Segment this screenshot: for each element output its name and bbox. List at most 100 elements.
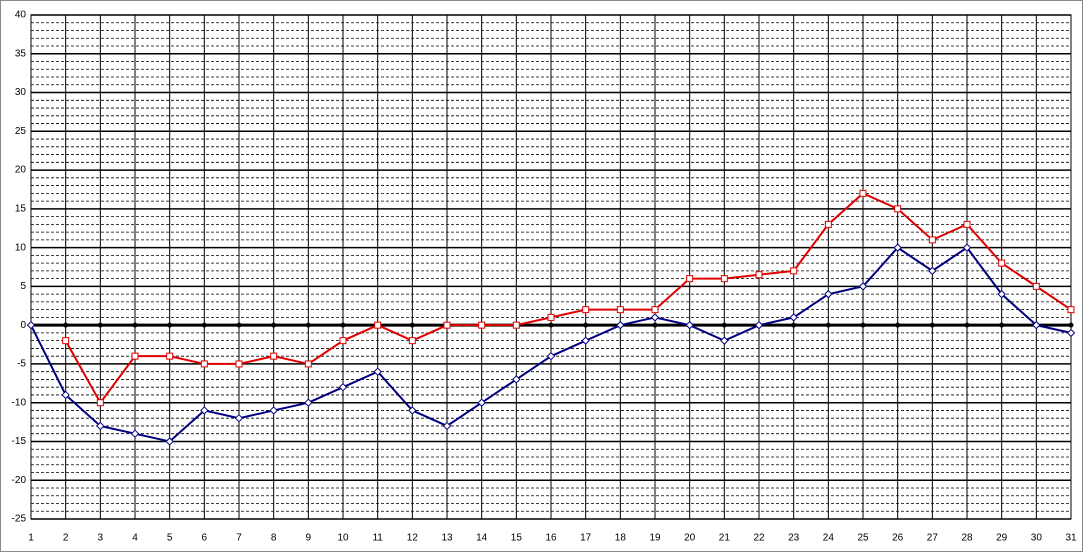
x-tick-label: 1 — [28, 533, 34, 544]
x-tick-label: 14 — [476, 533, 488, 544]
x-tick-label: 31 — [1065, 533, 1077, 544]
x-tick-label: 3 — [98, 533, 104, 544]
point — [581, 336, 590, 345]
point — [824, 289, 833, 299]
point — [686, 275, 694, 283]
point — [26, 320, 36, 330]
point — [1068, 322, 1074, 328]
point — [860, 322, 866, 328]
x-tick-label: 9 — [306, 533, 312, 544]
x-tick-label: 10 — [337, 533, 349, 544]
point — [929, 322, 935, 328]
point — [62, 337, 70, 345]
point — [825, 322, 831, 328]
x-tick-label: 17 — [580, 533, 592, 544]
point — [997, 289, 1006, 299]
y-tick-label: 35 — [15, 48, 27, 59]
x-tick-label: 19 — [649, 533, 661, 544]
point — [304, 398, 313, 407]
x-tick-label: 13 — [441, 533, 453, 544]
point — [478, 321, 486, 329]
point — [755, 271, 763, 279]
point — [650, 313, 660, 322]
y-tick-label: -10 — [12, 397, 27, 408]
point — [998, 259, 1006, 267]
point — [652, 322, 658, 328]
y-tick-label: -5 — [17, 359, 26, 370]
x-tick-label: 7 — [236, 533, 242, 544]
series-line — [64, 192, 1072, 405]
y-tick-label: 25 — [15, 126, 27, 137]
point — [97, 322, 103, 328]
point — [791, 322, 797, 328]
point — [408, 337, 416, 345]
y-tick-label: 40 — [15, 10, 27, 21]
point — [408, 406, 417, 415]
point — [512, 321, 520, 329]
point — [409, 322, 415, 328]
y-tick-label: -20 — [12, 475, 27, 486]
x-tick-label: 12 — [407, 533, 419, 544]
point — [547, 313, 555, 321]
x-tick-label: 8 — [271, 533, 277, 544]
point — [63, 322, 69, 328]
point — [477, 398, 486, 407]
point — [1067, 306, 1075, 314]
x-tick-label: 16 — [545, 533, 557, 544]
point — [96, 421, 105, 431]
x-tick-label: 25 — [857, 533, 869, 544]
point — [338, 382, 348, 392]
x-tick-label: 2 — [63, 533, 69, 544]
x-tick-label: 24 — [823, 533, 835, 544]
x-tick-label: 29 — [996, 533, 1008, 544]
point — [96, 399, 104, 407]
point — [442, 421, 452, 431]
x-tick-label: 5 — [167, 533, 173, 544]
point — [512, 375, 521, 384]
x-tick-label: 20 — [684, 533, 696, 544]
point — [166, 352, 174, 360]
y-tick-label: 0 — [20, 320, 26, 331]
point — [373, 367, 382, 376]
point — [304, 360, 312, 368]
point — [131, 352, 139, 360]
x-tick-label: 4 — [132, 533, 138, 544]
y-tick-label: 30 — [15, 87, 27, 98]
point — [167, 322, 173, 328]
point — [859, 189, 867, 197]
point — [548, 322, 554, 328]
y-tick-label: 10 — [15, 242, 27, 253]
point — [964, 322, 970, 328]
point — [340, 322, 346, 328]
point — [200, 360, 208, 368]
x-tick-label: 26 — [892, 533, 904, 544]
x-tick-label: 15 — [511, 533, 523, 544]
point — [1032, 282, 1040, 290]
x-tick-label: 22 — [753, 533, 765, 544]
point — [963, 220, 971, 228]
point — [201, 322, 207, 328]
point — [271, 322, 277, 328]
point — [443, 321, 451, 329]
y-tick-label: -15 — [12, 436, 27, 447]
point — [339, 337, 347, 345]
point — [236, 322, 242, 328]
point — [1066, 328, 1076, 338]
y-tick-label: 20 — [15, 165, 27, 176]
point — [374, 321, 382, 329]
point — [894, 205, 902, 213]
point — [928, 266, 937, 276]
point — [962, 243, 972, 252]
point — [651, 306, 659, 314]
point — [235, 360, 243, 368]
x-tick-label: 28 — [961, 533, 973, 544]
point — [999, 322, 1005, 328]
x-tick-label: 23 — [788, 533, 800, 544]
point — [546, 351, 556, 361]
point — [270, 352, 278, 360]
point — [583, 322, 589, 328]
x-tick-label: 6 — [202, 533, 208, 544]
point — [269, 406, 278, 415]
point — [721, 322, 727, 328]
point — [582, 306, 590, 314]
